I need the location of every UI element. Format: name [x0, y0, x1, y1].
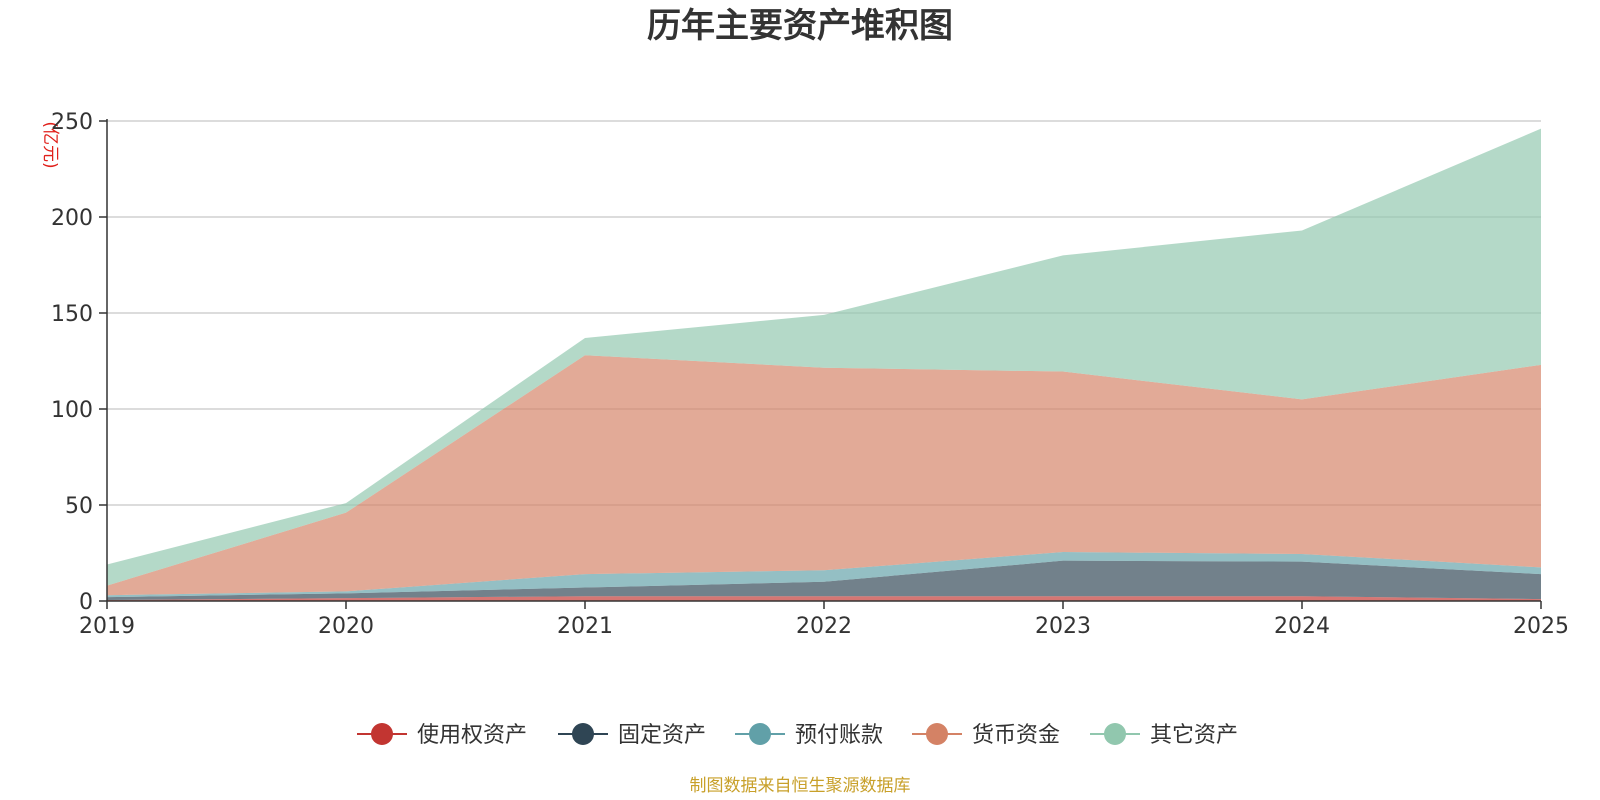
y-tick-label: 200 [51, 206, 93, 231]
area-series-2[interactable] [107, 552, 1541, 598]
data-source-note: 制图数据来自恒生聚源数据库 [690, 776, 911, 796]
y-tick-label: 150 [51, 302, 93, 327]
legend-label: 预付账款 [795, 723, 883, 748]
legend-item-4[interactable]: 其它资产 [1090, 723, 1238, 748]
y-axis-unit-label: (亿元) [40, 121, 60, 168]
x-tick-label: 2022 [796, 614, 852, 639]
area-series-4[interactable] [107, 128, 1541, 586]
legend-label: 其它资产 [1150, 723, 1238, 748]
legend-marker [926, 723, 948, 745]
y-tick-label: 100 [51, 398, 93, 423]
area-series-0[interactable] [107, 596, 1541, 601]
y-tick-label: 0 [79, 590, 93, 615]
x-tick-label: 2024 [1274, 614, 1330, 639]
x-tick-label: 2025 [1513, 614, 1569, 639]
legend-item-0[interactable]: 使用权资产 [357, 723, 527, 748]
legend-marker [1104, 723, 1126, 745]
x-tick-label: 2019 [79, 614, 135, 639]
legend-label: 固定资产 [618, 723, 706, 748]
legend-marker [749, 723, 771, 745]
legend-marker [371, 723, 393, 745]
legend-label: 货币资金 [972, 723, 1060, 748]
area-series-3[interactable] [107, 355, 1541, 596]
legend-item-3[interactable]: 货币资金 [912, 723, 1060, 748]
stacked-areas [107, 128, 1541, 601]
y-tick-label: 50 [65, 494, 93, 519]
legend-label: 使用权资产 [417, 723, 527, 748]
legend-marker [572, 723, 594, 745]
y-tick-label: 250 [51, 110, 93, 135]
x-tick-label: 2020 [318, 614, 374, 639]
legend-item-1[interactable]: 固定资产 [558, 723, 706, 748]
axes: 0 50 100 150 200 250 2019 2020 2021 2022 2023 2024 2… [51, 110, 1569, 639]
area-series-1[interactable] [107, 560, 1541, 601]
legend-item-2[interactable]: 预付账款 [735, 723, 883, 748]
x-tick-label: 2021 [557, 614, 613, 639]
x-tick-label: 2023 [1035, 614, 1091, 639]
legend[interactable]: 使用权资产 固定资产 预付账款 货币资金 其它资产 [357, 723, 1238, 748]
chart-title: 历年主要资产堆积图 [647, 6, 953, 46]
